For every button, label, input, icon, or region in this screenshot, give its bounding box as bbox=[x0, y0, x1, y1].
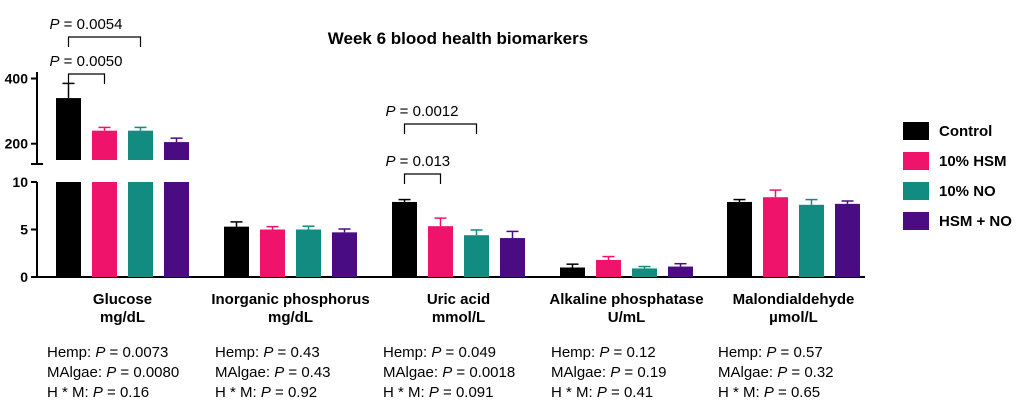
bar-1 bbox=[763, 197, 788, 277]
p-value-label: P = 0.013 bbox=[386, 153, 451, 170]
stat-malgae: MAlgae: P = 0.19 bbox=[551, 364, 667, 381]
bar-0 bbox=[224, 226, 249, 277]
category-unit: U/mL bbox=[608, 309, 646, 326]
legend-label: 10% NO bbox=[939, 183, 996, 200]
p-value-label: P = 0.0054 bbox=[50, 16, 123, 33]
bar-1 bbox=[428, 226, 453, 277]
legend-label: HSM + NO bbox=[939, 213, 1012, 230]
significance-bracket bbox=[403, 173, 442, 184]
significance-bracket bbox=[403, 123, 478, 134]
category-unit: mg/dL bbox=[268, 309, 313, 326]
significance-bracket bbox=[67, 36, 142, 47]
bar-0 bbox=[56, 98, 81, 160]
bar-2 bbox=[128, 130, 153, 160]
p-value-label: P = 0.0012 bbox=[386, 103, 459, 120]
stat-hemp: Hemp: P = 0.049 bbox=[383, 344, 496, 361]
bar-1-lower bbox=[92, 182, 117, 277]
stat-interaction: H * M: P = 0.091 bbox=[383, 384, 494, 401]
category-label: Glucose bbox=[93, 291, 152, 308]
stat-hemp: Hemp: P = 0.57 bbox=[718, 344, 823, 361]
legend-label: Control bbox=[939, 123, 992, 140]
bar-1 bbox=[596, 259, 621, 277]
category-label: Malondialdehyde bbox=[733, 291, 855, 308]
bar-2-lower bbox=[128, 182, 153, 277]
y-tick-label: 5 bbox=[20, 222, 28, 238]
bar-1 bbox=[260, 229, 285, 277]
bar-3 bbox=[668, 266, 693, 277]
legend-swatch bbox=[903, 212, 929, 230]
chart-title: Week 6 blood health biomarkers bbox=[328, 29, 588, 48]
legend-swatch bbox=[903, 182, 929, 200]
bar-3 bbox=[164, 142, 189, 160]
stat-interaction: H * M: P = 0.41 bbox=[551, 384, 653, 401]
bar-3-lower bbox=[164, 182, 189, 277]
y-tick-label: 200 bbox=[5, 136, 29, 152]
legend-swatch bbox=[903, 122, 929, 140]
p-value-label: P = 0.0050 bbox=[50, 53, 123, 70]
bar-3 bbox=[500, 238, 525, 277]
y-tick-label: 0 bbox=[20, 269, 28, 285]
bar-2 bbox=[464, 235, 489, 277]
category-label: Alkaline phosphatase bbox=[549, 291, 703, 308]
stat-malgae: MAlgae: P = 0.32 bbox=[718, 364, 834, 381]
bar-0 bbox=[392, 201, 417, 277]
stat-hemp: Hemp: P = 0.0073 bbox=[47, 344, 168, 361]
stat-interaction: H * M: P = 0.16 bbox=[47, 384, 149, 401]
category-unit: µmol/L bbox=[769, 309, 818, 326]
legend-label: 10% HSM bbox=[939, 153, 1007, 170]
stat-interaction: H * M: P = 0.92 bbox=[215, 384, 317, 401]
stat-interaction: H * M: P = 0.65 bbox=[718, 384, 820, 401]
bar-0 bbox=[560, 267, 585, 277]
stat-malgae: MAlgae: P = 0.0018 bbox=[383, 364, 515, 381]
category-unit: mg/dL bbox=[100, 309, 145, 326]
stat-malgae: MAlgae: P = 0.43 bbox=[215, 364, 331, 381]
bar-3 bbox=[835, 203, 860, 277]
bar-3 bbox=[332, 232, 357, 277]
category-label: Uric acid bbox=[427, 291, 490, 308]
bar-1 bbox=[92, 130, 117, 160]
stat-malgae: MAlgae: P = 0.0080 bbox=[47, 364, 179, 381]
category-label: Inorganic phosphorus bbox=[211, 291, 369, 308]
significance-bracket bbox=[67, 73, 106, 84]
bar-2 bbox=[296, 229, 321, 277]
category-unit: mmol/L bbox=[432, 309, 485, 326]
y-tick-label: 400 bbox=[5, 71, 29, 87]
y-tick-label: 10 bbox=[12, 174, 28, 190]
bar-0 bbox=[727, 201, 752, 277]
bar-2 bbox=[799, 204, 824, 277]
stat-hemp: Hemp: P = 0.12 bbox=[551, 344, 656, 361]
bar-0-lower bbox=[56, 182, 81, 277]
bar-2 bbox=[632, 268, 657, 277]
legend-swatch bbox=[903, 152, 929, 170]
stat-hemp: Hemp: P = 0.43 bbox=[215, 344, 320, 361]
